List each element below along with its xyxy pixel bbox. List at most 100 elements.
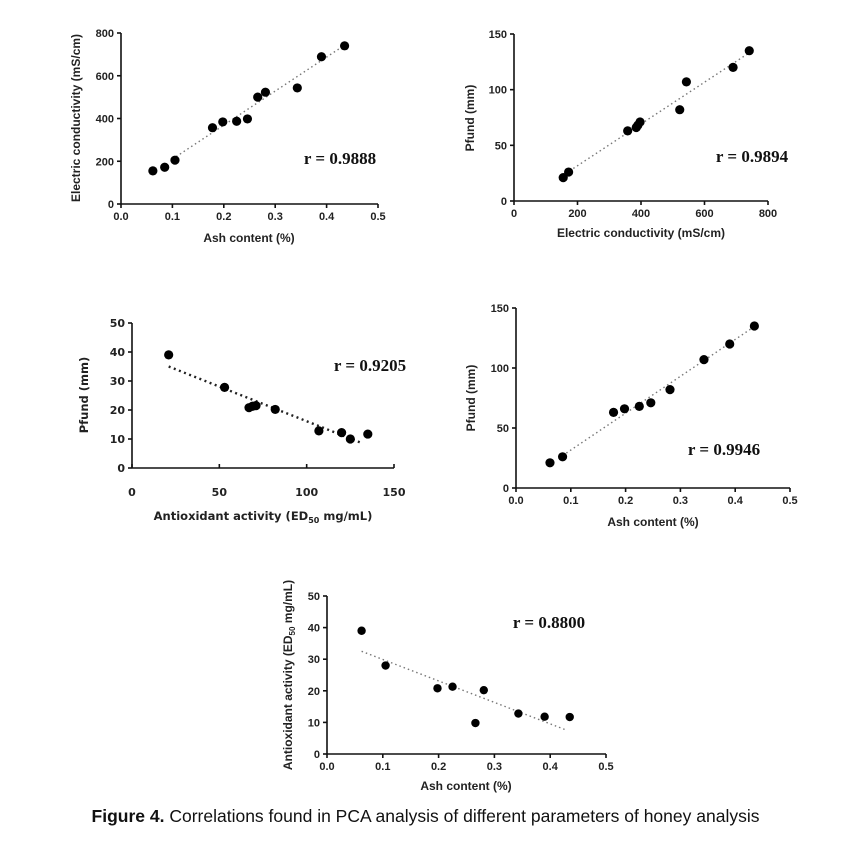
x-tick-label: 0.1 <box>375 761 390 773</box>
data-point <box>314 426 324 436</box>
data-point <box>170 155 180 165</box>
data-point <box>253 92 263 102</box>
correlation-annotation: r = 0.9888 <box>304 149 376 168</box>
x-axis-label: Ash content (%) <box>420 779 511 793</box>
data-point <box>619 404 630 414</box>
x-tick-label: 0.3 <box>673 495 688 507</box>
x-tick-label: 150 <box>383 486 406 499</box>
trend-line <box>361 650 568 731</box>
y-tick-label: 50 <box>110 317 126 330</box>
data-point <box>270 404 280 415</box>
correlation-annotation: r = 0.9894 <box>716 147 789 166</box>
x-tick-label: 0.2 <box>431 761 446 773</box>
data-point <box>545 458 555 468</box>
data-point <box>749 321 759 331</box>
data-point <box>242 114 253 124</box>
data-point <box>292 83 302 93</box>
data-point <box>681 77 692 87</box>
x-axis-label: Antioxidant activity (ED50 mg/mL) <box>154 509 373 525</box>
y-tick-label: 150 <box>491 303 509 315</box>
correlation-annotation: r = 0.9946 <box>688 440 760 459</box>
data-point <box>623 126 633 136</box>
y-tick-label: 30 <box>308 654 320 666</box>
trend-line <box>168 365 364 445</box>
data-point <box>728 62 738 72</box>
x-tick-label: 0.3 <box>487 761 502 773</box>
x-tick-label: 0.1 <box>563 495 578 507</box>
y-tick-label: 100 <box>489 85 507 97</box>
y-tick-label: 0 <box>314 749 320 761</box>
data-point <box>433 684 442 693</box>
y-tick-label: 20 <box>308 686 320 698</box>
y-tick-label: 10 <box>110 433 126 446</box>
data-point <box>471 718 480 728</box>
x-tick-label: 0.5 <box>598 761 613 773</box>
data-point <box>565 712 574 722</box>
x-tick-label: 600 <box>695 208 713 220</box>
x-tick-label: 0.3 <box>268 211 283 223</box>
data-point <box>675 105 685 115</box>
data-point <box>148 166 158 176</box>
data-point <box>634 401 644 411</box>
caption-prefix: Figure 4. <box>91 806 165 826</box>
data-point <box>635 117 645 127</box>
x-tick-label: 100 <box>295 486 318 499</box>
data-point <box>339 41 350 51</box>
data-point <box>381 661 390 670</box>
x-tick-label: 0.4 <box>319 211 335 223</box>
data-point <box>699 355 709 365</box>
x-tick-label: 0 <box>511 208 517 220</box>
x-tick-label: 400 <box>632 208 650 220</box>
y-tick-label: 30 <box>110 375 126 388</box>
y-tick-label: 800 <box>96 28 114 40</box>
data-point <box>479 685 488 695</box>
y-tick-label: 50 <box>308 591 320 603</box>
y-tick-label: 0 <box>108 199 114 211</box>
chart-pfund-vs-ec: 0 50 100 150 0 200 400 600 800 Electric conductiv… <box>463 29 789 240</box>
y-axis-label: Pfund (mm) <box>77 357 91 434</box>
data-point <box>564 167 574 177</box>
x-tick-label: 50 <box>212 486 228 499</box>
data-point <box>219 382 230 392</box>
x-axis-label: Electric conductivity (mS/cm) <box>557 226 725 240</box>
data-point <box>160 162 170 172</box>
y-tick-label: 400 <box>96 114 114 126</box>
caption-text: Correlations found in PCA analysis of di… <box>164 806 760 826</box>
x-tick-label: 800 <box>759 208 777 220</box>
chart-pfund-vs-antioxidant: 0 10 20 30 40 50 0 50 100 150 Antioxidant activity… <box>77 317 406 525</box>
y-tick-label: 100 <box>491 363 509 375</box>
x-tick-label: 0.5 <box>782 495 797 507</box>
trend-line <box>172 46 343 160</box>
data-point <box>514 709 523 718</box>
y-tick-label: 10 <box>308 717 320 729</box>
x-tick-label: 0.2 <box>216 211 231 223</box>
data-point <box>337 428 347 438</box>
y-tick-label: 40 <box>308 623 320 635</box>
y-axis-label: Pfund (mm) <box>463 85 477 152</box>
chart-ec-vs-ash: 0 200 400 600 800 0.0 0.1 0.2 0.3 0.4 0.5 Ash conte… <box>69 28 386 245</box>
trend-line <box>562 327 753 457</box>
y-tick-label: 50 <box>495 140 507 152</box>
correlation-annotation: r = 0.8800 <box>513 613 585 632</box>
y-tick-label: 0 <box>501 196 507 208</box>
chart-antioxidant-vs-ash: 0 10 20 30 40 50 0.0 0.1 0.2 0.3 0.4 0.5 Ash content… <box>281 580 614 793</box>
x-axis-label: Ash content (%) <box>607 515 698 529</box>
x-tick-label: 0.4 <box>728 495 744 507</box>
data-point <box>207 123 218 133</box>
data-point <box>448 682 457 691</box>
data-point <box>363 429 373 439</box>
y-tick-label: 0 <box>503 483 509 495</box>
data-point <box>608 407 619 417</box>
y-tick-label: 20 <box>110 404 126 417</box>
figure-caption: Figure 4. Correlations found in PCA anal… <box>0 806 851 827</box>
data-point <box>665 385 675 395</box>
data-point <box>316 52 327 62</box>
y-axis-label: Electric conductivity (mS/cm) <box>69 34 83 202</box>
x-axis-label: Ash content (%) <box>203 231 294 245</box>
data-point <box>260 87 271 97</box>
data-point <box>744 46 754 56</box>
y-tick-label: 600 <box>96 71 114 83</box>
correlation-annotation: r = 0.9205 <box>334 356 406 375</box>
y-tick-label: 150 <box>489 29 507 41</box>
chart-pfund-vs-ash: 0 50 100 150 0.0 0.1 0.2 0.3 0.4 0.5 Ash content (… <box>464 303 798 529</box>
